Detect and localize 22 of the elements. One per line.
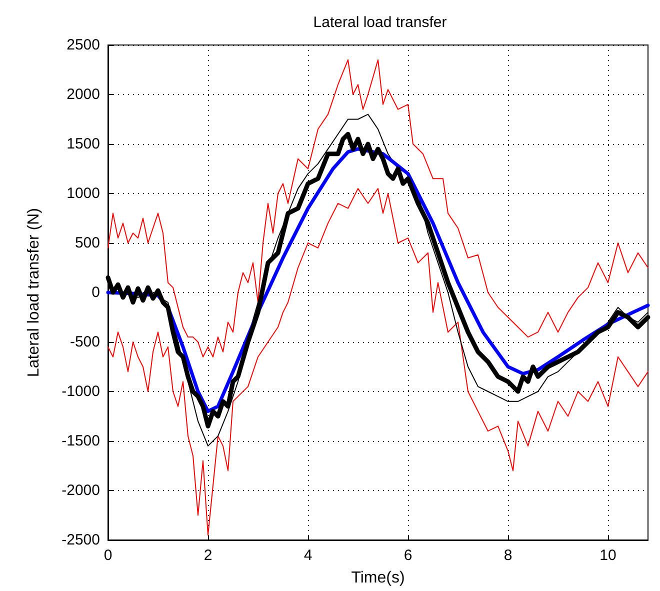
x-tick-label: 8 (504, 547, 512, 564)
y-tick-label: 2000 (66, 86, 100, 103)
line-series (108, 188, 648, 536)
x-tick-label: 2 (204, 547, 212, 564)
y-axis-title: Lateral load transfer (N) (26, 208, 42, 377)
y-tick-label: 0 (92, 284, 100, 301)
x-tick-label: 10 (600, 547, 616, 564)
x-axis-title: Time(s) (351, 570, 405, 586)
y-tick-label: -2500 (62, 532, 100, 548)
line-series (108, 59, 648, 358)
y-tick-label: 1500 (66, 136, 100, 152)
y-tick-label: 500 (74, 234, 100, 252)
y-tick-label: -1500 (62, 432, 100, 450)
y-tick-label: -2000 (62, 482, 100, 499)
x-tick-label: 0 (104, 547, 112, 564)
y-tick-label: 1000 (66, 185, 100, 202)
chart-title: Lateral load transfer (313, 14, 447, 31)
x-tick-label: 6 (404, 547, 412, 564)
y-tick-label: -500 (70, 334, 100, 350)
y-tick-label: -1000 (62, 383, 100, 400)
y-tick-label: 2500 (66, 36, 100, 54)
x-tick-label: 4 (304, 547, 312, 564)
